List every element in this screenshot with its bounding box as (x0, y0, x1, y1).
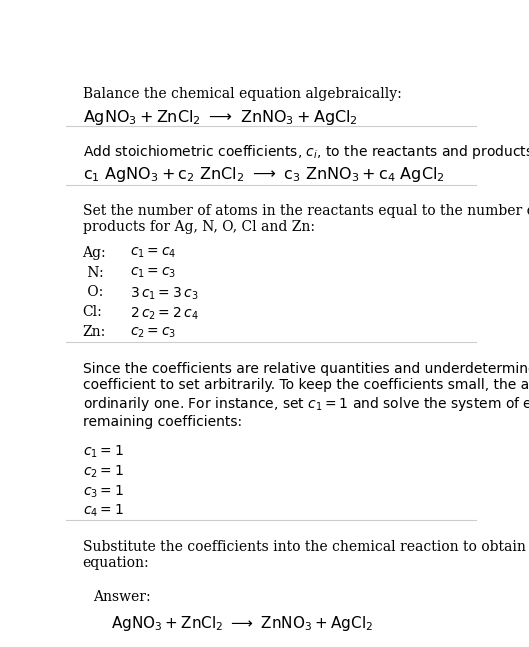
Text: Substitute the coefficients into the chemical reaction to obtain the balanced
eq: Substitute the coefficients into the che… (83, 540, 529, 570)
Text: $\mathrm{c_1\ AgNO_3 + c_2\ ZnCl_2 \ {\longrightarrow} \ c_3\ ZnNO_3 + c_4\ AgCl: $\mathrm{c_1\ AgNO_3 + c_2\ ZnCl_2 \ {\l… (83, 165, 444, 184)
Text: $\mathrm{AgNO_3 + ZnCl_2 \ {\longrightarrow} \ ZnNO_3 + AgCl_2}$: $\mathrm{AgNO_3 + ZnCl_2 \ {\longrightar… (111, 614, 373, 633)
FancyBboxPatch shape (79, 580, 324, 647)
Text: Zn:: Zn: (83, 325, 106, 339)
Text: $2\,c_2 = 2\,c_4$: $2\,c_2 = 2\,c_4$ (130, 305, 198, 322)
Text: Set the number of atoms in the reactants equal to the number of atoms in the
pro: Set the number of atoms in the reactants… (83, 204, 529, 234)
Text: $c_1 = c_3$: $c_1 = c_3$ (130, 265, 176, 280)
Text: Ag:: Ag: (83, 246, 106, 259)
Text: $c_2 = 1$: $c_2 = 1$ (83, 463, 123, 479)
Text: $c_3 = 1$: $c_3 = 1$ (83, 483, 123, 499)
Text: Answer:: Answer: (93, 590, 150, 604)
Text: $\mathrm{AgNO_3 + ZnCl_2 \ {\longrightarrow} \ ZnNO_3 + AgCl_2}$: $\mathrm{AgNO_3 + ZnCl_2 \ {\longrightar… (83, 109, 358, 127)
Text: $c_1 = c_4$: $c_1 = c_4$ (130, 246, 176, 260)
Text: Add stoichiometric coefficients, $c_i$, to the reactants and products:: Add stoichiometric coefficients, $c_i$, … (83, 144, 529, 161)
Text: $c_2 = c_3$: $c_2 = c_3$ (130, 325, 176, 340)
Text: N:: N: (83, 265, 103, 280)
Text: $c_4 = 1$: $c_4 = 1$ (83, 503, 123, 520)
Text: Balance the chemical equation algebraically:: Balance the chemical equation algebraica… (83, 87, 402, 100)
Text: Cl:: Cl: (83, 305, 102, 319)
Text: $3\,c_1 = 3\,c_3$: $3\,c_1 = 3\,c_3$ (130, 285, 198, 302)
Text: O:: O: (83, 285, 103, 300)
Text: Since the coefficients are relative quantities and underdetermined, choose a
coe: Since the coefficients are relative quan… (83, 362, 529, 429)
Text: $c_1 = 1$: $c_1 = 1$ (83, 443, 123, 460)
